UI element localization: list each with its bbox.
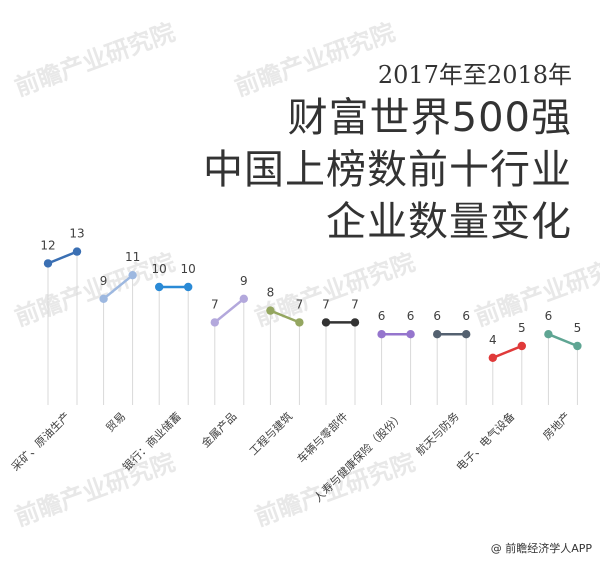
data-label: 7: [322, 297, 330, 311]
data-label: 11: [125, 250, 140, 264]
title-line-1: 财富世界500强: [287, 95, 572, 141]
data-point: [295, 318, 304, 327]
data-point: [406, 330, 415, 339]
data-point: [184, 282, 193, 292]
data-point: [155, 282, 164, 292]
data-label: 10: [152, 262, 167, 276]
data-point: [210, 318, 219, 327]
chart-title: 2017年至2018年 财富世界500强 中国上榜数前十行业 企业数量变化: [203, 58, 572, 248]
data-point: [488, 353, 497, 362]
data-label: 9: [100, 274, 108, 288]
data-label: 7: [351, 297, 359, 311]
data-point: [544, 330, 553, 339]
data-point: [377, 330, 386, 339]
category-label: 银行：商业储蓄: [119, 409, 183, 473]
data-label: 5: [518, 321, 526, 335]
category-label: 航天与防务: [413, 409, 462, 458]
data-point: [350, 318, 360, 327]
data-label: 6: [433, 309, 441, 323]
data-point: [128, 271, 137, 280]
data-label: 7: [296, 297, 304, 311]
data-point: [321, 318, 331, 327]
category-label: 房地产: [540, 409, 573, 442]
data-point: [433, 330, 442, 339]
data-point: [462, 330, 471, 339]
title-line-2: 中国上榜数前十行业: [203, 147, 572, 193]
category-label: 金属产品: [198, 409, 239, 450]
data-label: 4: [489, 333, 497, 347]
data-label: 10: [181, 262, 196, 276]
series-line: [492, 344, 523, 359]
data-label: 6: [462, 309, 470, 323]
category-label: 采矿、原油生产: [8, 409, 72, 473]
data-label: 6: [407, 309, 415, 323]
data-label: 8: [267, 286, 275, 300]
data-point: [266, 306, 275, 315]
data-point: [239, 294, 248, 303]
data-point: [99, 294, 108, 303]
category-label: 车辆与零部件: [294, 409, 351, 466]
series-line: [214, 297, 245, 324]
data-label: 5: [574, 321, 582, 335]
category-label: 贸易: [103, 410, 128, 435]
series-line: [47, 250, 78, 265]
series-line: [547, 333, 578, 348]
category-label: 电子、电气设备: [453, 409, 517, 473]
data-point: [43, 259, 53, 268]
data-point: [517, 341, 526, 351]
category-label: 工程与建筑: [246, 409, 295, 458]
data-label: 6: [378, 309, 386, 323]
data-label: 13: [69, 227, 84, 241]
data-label: 12: [40, 238, 55, 252]
data-label: 9: [240, 274, 248, 288]
series-line: [102, 274, 134, 300]
title-line-3: 企业数量变化: [326, 199, 572, 245]
data-point: [573, 341, 582, 351]
category-label: 人寿与健康保险（股份）: [311, 409, 406, 504]
data-label: 6: [545, 309, 553, 323]
source-credit: @ 前瞻经济学人APP: [490, 542, 592, 555]
series-line: [269, 309, 300, 324]
title-year-range: 2017年至2018年: [377, 61, 572, 89]
data-label: 7: [211, 297, 219, 311]
data-point: [72, 247, 82, 256]
